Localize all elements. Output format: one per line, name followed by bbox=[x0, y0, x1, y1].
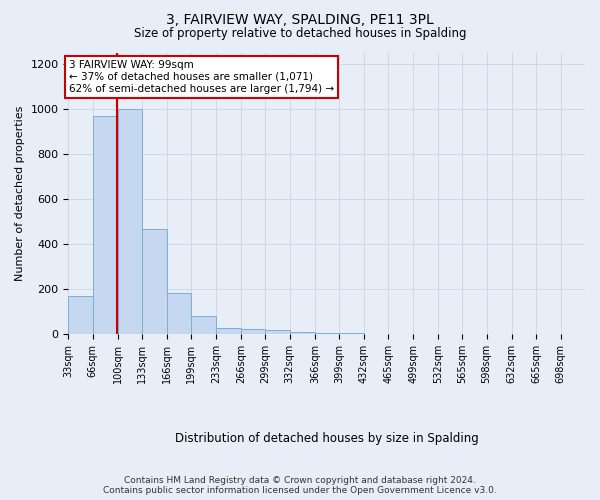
Bar bbox=[315, 333, 339, 334]
Bar bbox=[191, 316, 217, 334]
Bar bbox=[118, 109, 142, 334]
Bar bbox=[265, 330, 290, 334]
Bar bbox=[68, 296, 93, 335]
Text: 3 FAIRVIEW WAY: 99sqm
← 37% of detached houses are smaller (1,071)
62% of semi-d: 3 FAIRVIEW WAY: 99sqm ← 37% of detached … bbox=[69, 60, 334, 94]
Text: 3, FAIRVIEW WAY, SPALDING, PE11 3PL: 3, FAIRVIEW WAY, SPALDING, PE11 3PL bbox=[166, 12, 434, 26]
Bar bbox=[290, 332, 315, 334]
Bar bbox=[339, 333, 364, 334]
X-axis label: Distribution of detached houses by size in Spalding: Distribution of detached houses by size … bbox=[175, 432, 479, 445]
Bar bbox=[217, 328, 241, 334]
Y-axis label: Number of detached properties: Number of detached properties bbox=[15, 106, 25, 281]
Text: Contains HM Land Registry data © Crown copyright and database right 2024.
Contai: Contains HM Land Registry data © Crown c… bbox=[103, 476, 497, 495]
Bar bbox=[142, 230, 167, 334]
Bar bbox=[241, 328, 265, 334]
Text: Size of property relative to detached houses in Spalding: Size of property relative to detached ho… bbox=[134, 28, 466, 40]
Bar bbox=[93, 116, 118, 334]
Bar bbox=[167, 292, 191, 335]
